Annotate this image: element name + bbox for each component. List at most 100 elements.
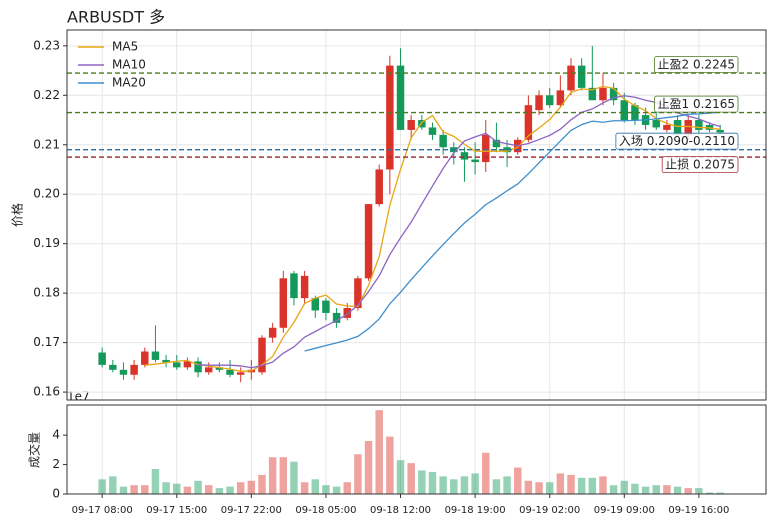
y-tick-label: 0.17 — [33, 335, 60, 349]
volume-bar — [503, 476, 511, 494]
candle-body — [673, 120, 682, 135]
ma-line — [198, 95, 721, 369]
volume-axis-label: 成交量 — [27, 432, 42, 468]
volume-bar — [173, 483, 181, 494]
candle-body — [109, 364, 117, 370]
candle-body — [194, 361, 202, 373]
chart-title: ARBUSDT 多 — [67, 8, 165, 27]
volume-bar — [609, 485, 618, 494]
level-label: 入场 0.2090-0.2110 — [619, 134, 735, 148]
level-label-box — [654, 56, 739, 73]
volume-bar — [354, 454, 362, 494]
candle-body — [375, 169, 383, 205]
volume-bar — [684, 488, 692, 494]
volume-bar — [428, 471, 437, 494]
candle-body — [418, 120, 426, 128]
volume-bar — [119, 486, 128, 494]
volume-bar — [343, 482, 351, 494]
volume-bar — [162, 482, 170, 494]
x-tick-label: 09-18 19:00 — [445, 505, 506, 516]
ma-line — [144, 85, 721, 372]
candle-body — [162, 359, 170, 363]
ma-line — [304, 111, 721, 352]
plot-frame — [66, 29, 767, 401]
volume-bar — [513, 467, 522, 494]
candle-body — [567, 65, 575, 91]
legend: MA5 MA10 MA20 — [78, 40, 146, 90]
volume-bar — [418, 470, 426, 494]
candle-body — [439, 134, 447, 148]
candle-body — [599, 87, 607, 101]
candle-body — [428, 127, 437, 135]
volume-bar — [439, 476, 447, 494]
candle-body — [300, 275, 309, 299]
candle-body — [151, 351, 160, 360]
volume-bar — [98, 479, 106, 494]
candle-body — [119, 369, 128, 375]
x-tick-label: 09-17 22:00 — [221, 505, 282, 516]
candle-body — [290, 273, 298, 299]
volume-bar — [631, 483, 639, 494]
candle-body — [695, 120, 703, 130]
candle-body — [609, 87, 618, 101]
candle-body — [407, 120, 415, 130]
volume-bar — [471, 473, 479, 494]
volume-bar — [386, 436, 394, 494]
candle-body — [545, 95, 554, 106]
x-tick-label: 09-17 15:00 — [146, 505, 207, 516]
y-tick-label: 0.19 — [33, 236, 60, 250]
candle-body — [482, 134, 490, 163]
volume-bar — [577, 477, 586, 494]
volume-bar — [673, 486, 682, 494]
candle-body — [535, 95, 543, 111]
candle-body — [322, 300, 330, 313]
candle-body — [226, 369, 234, 375]
volume-bar — [450, 479, 458, 494]
candle-body — [396, 65, 405, 130]
level-label: 止损 0.2075 — [665, 158, 735, 172]
volume-bar — [705, 492, 714, 494]
candle-body — [492, 139, 501, 148]
candle-body — [364, 204, 373, 279]
volume-bar — [311, 479, 320, 494]
candle-body — [258, 337, 266, 373]
volume-bar — [290, 461, 298, 494]
candle-body — [652, 120, 660, 128]
candle-body — [98, 352, 106, 365]
candle-body — [215, 367, 224, 370]
level-label-box — [661, 156, 739, 174]
candle-body — [173, 362, 181, 368]
volume-bar — [567, 474, 575, 494]
volume-bar — [407, 463, 415, 494]
y-tick-label: 0.23 — [33, 38, 60, 52]
candle-body — [332, 312, 341, 323]
candle-body — [204, 367, 213, 373]
level-label: 止盈2 0.2245 — [658, 58, 735, 72]
volume-bar — [151, 468, 160, 494]
volume-bar — [524, 480, 533, 494]
candle-body — [130, 364, 138, 375]
y-axis-label: 价格 — [10, 203, 25, 227]
volume-bar — [268, 457, 277, 494]
volume-bar — [663, 485, 671, 494]
volume-bar — [194, 480, 202, 494]
y-tick-label: 4 — [52, 428, 60, 442]
legend-label: MA10 — [112, 58, 146, 72]
x-tick-label: 09-19 09:00 — [594, 505, 655, 516]
candle-body — [354, 278, 362, 308]
candle-body — [684, 120, 692, 135]
volume-bar — [556, 473, 565, 494]
legend-label: MA5 — [112, 40, 138, 54]
candle-body — [716, 129, 724, 133]
volume-bar — [258, 474, 266, 494]
volume-bar — [641, 486, 650, 494]
volume-bar — [322, 485, 330, 494]
x-tick-label: 09-17 08:00 — [72, 505, 133, 516]
volume-bar — [247, 480, 256, 494]
y-tick-label: 2 — [52, 457, 60, 471]
volume-bar — [716, 492, 724, 494]
volume-bar — [226, 486, 234, 494]
volume-bar — [492, 479, 501, 494]
candle-body — [663, 124, 671, 130]
